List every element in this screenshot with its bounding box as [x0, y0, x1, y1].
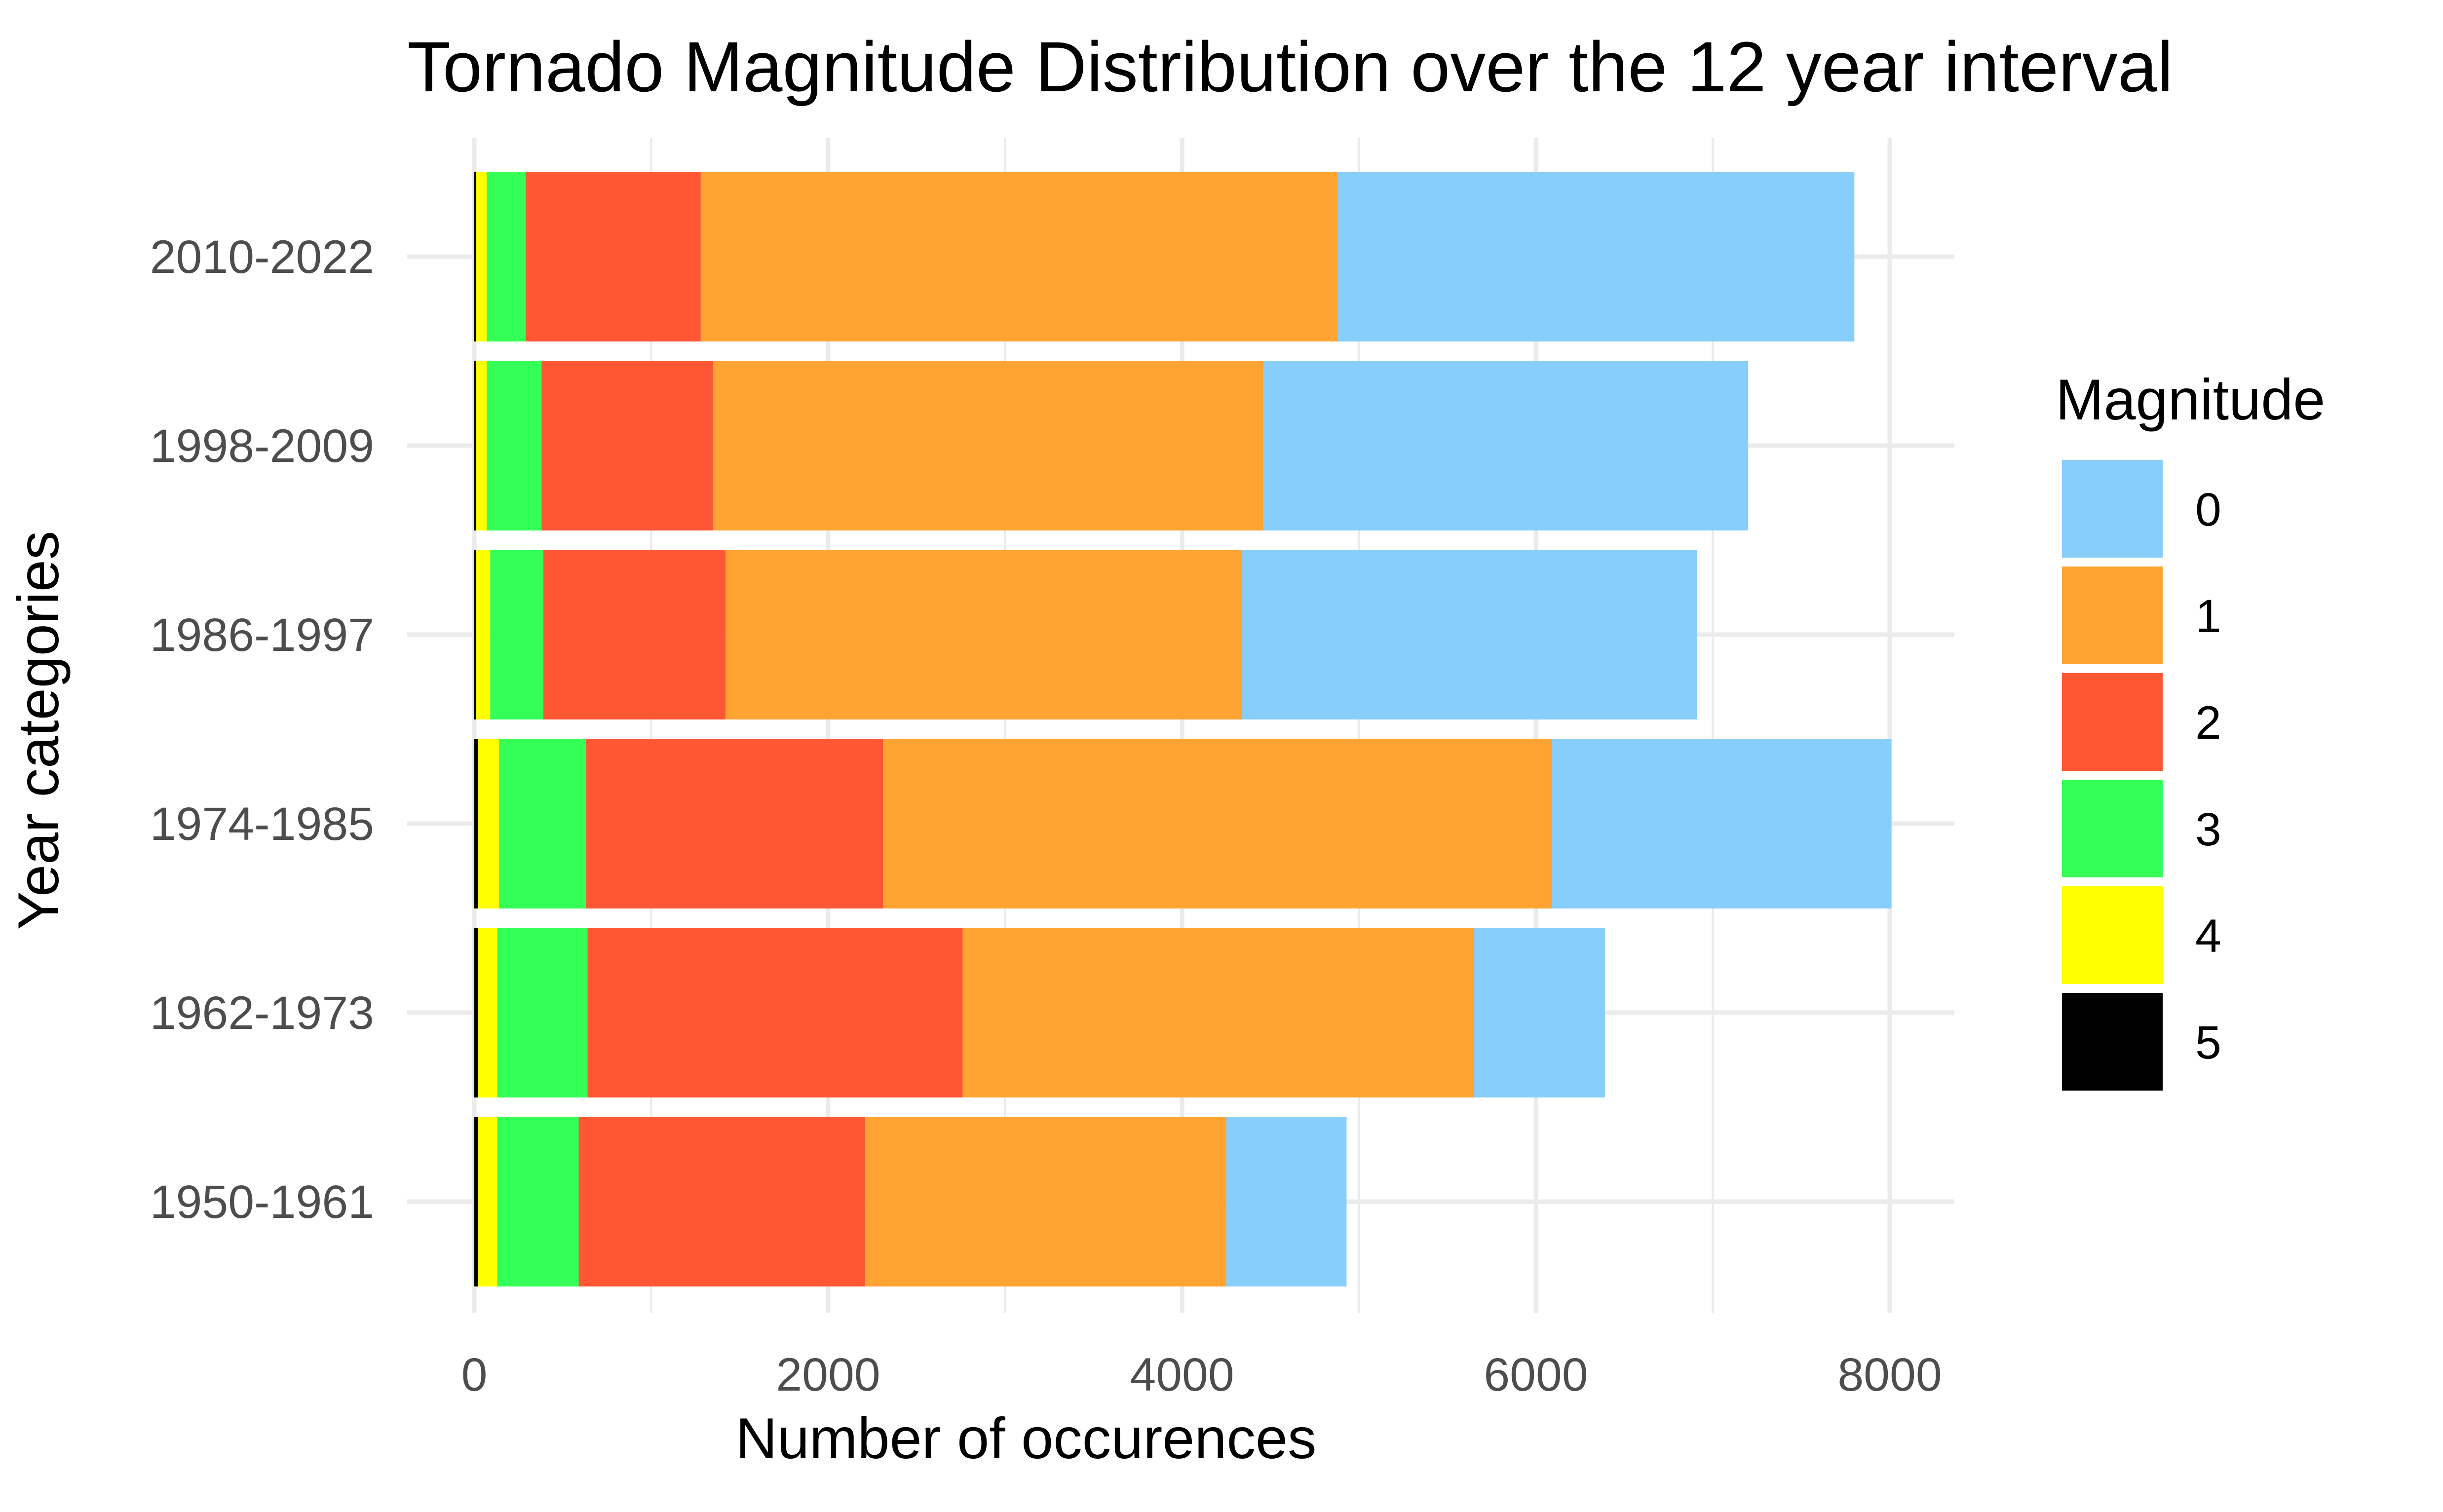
bar-segment-1950-1961-mag-3: [497, 1117, 579, 1286]
x-tick-label: 0: [461, 1349, 488, 1401]
x-tick-label: 6000: [1484, 1349, 1588, 1401]
legend-key-2: [2062, 673, 2163, 771]
bar-segment-1950-1961-mag-1: [865, 1117, 1226, 1286]
bar-segment-2010-2022-mag-1: [700, 172, 1338, 341]
legend-label-0: 0: [2195, 484, 2221, 536]
y-axis-ticks: 1950-1961 1962-1973 1974-1985 1986-1997 1998…: [150, 231, 374, 1228]
bar-segment-1974-1985-mag-3: [499, 739, 586, 908]
bar-segment-1986-1997-mag-0: [1242, 550, 1697, 719]
y-tick-label: 2010-2022: [150, 231, 374, 283]
bar-segment-1974-1985-mag-0: [1552, 739, 1892, 908]
bar-segment-1998-2009-mag-1: [713, 361, 1263, 530]
legend-key-4: [2062, 886, 2163, 984]
chart-title: Tornado Magnitude Distribution over the …: [407, 27, 2173, 107]
legend-label-3: 3: [2195, 803, 2221, 856]
legend: Magnitude 0 1 2 3 4 5: [2056, 367, 2325, 1091]
x-axis-ticks: 0 2000 4000 6000 8000: [461, 1349, 1942, 1401]
bar-segment-1962-1973-mag-3: [497, 928, 588, 1097]
y-tick-label: 1962-1973: [150, 987, 374, 1039]
x-tick-label: 8000: [1837, 1349, 1942, 1401]
bar-segment-1950-1961-mag-5: [474, 1117, 478, 1286]
bar-segment-1986-1997-mag-3: [490, 550, 543, 719]
legend-label-2: 2: [2195, 697, 2221, 749]
bar-segment-1974-1985-mag-4: [478, 739, 499, 908]
legend-key-5: [2062, 993, 2163, 1091]
y-tick-label: 1998-2009: [150, 420, 374, 472]
bar-segment-1950-1961-mag-4: [478, 1117, 497, 1286]
y-axis-title: Year categories: [6, 531, 71, 930]
bar-segment-2010-2022-mag-3: [487, 172, 526, 341]
y-tick-label: 1986-1997: [150, 609, 374, 661]
bar-segment-1974-1985-mag-1: [883, 739, 1552, 908]
legend-key-0: [2062, 460, 2163, 558]
bar-segment-1962-1973-mag-0: [1474, 928, 1605, 1097]
bars: [474, 172, 1892, 1286]
legend-title: Magnitude: [2056, 367, 2325, 432]
bar-segment-1962-1973-mag-4: [478, 928, 497, 1097]
legend-items: 0 1 2 3 4 5: [2062, 460, 2221, 1091]
bar-segment-1962-1973-mag-1: [962, 928, 1474, 1097]
bar-segment-1974-1985-mag-2: [585, 739, 883, 908]
legend-label-1: 1: [2195, 590, 2221, 643]
bar-segment-2010-2022-mag-5: [474, 172, 476, 341]
bar-segment-1998-2009-mag-2: [541, 361, 713, 530]
bar-segment-1950-1961-mag-2: [578, 1117, 866, 1286]
bar-segment-1986-1997-mag-5: [474, 550, 476, 719]
x-tick-label: 4000: [1130, 1349, 1234, 1401]
bar-segment-1998-2009-mag-5: [474, 361, 476, 530]
legend-key-1: [2062, 567, 2163, 664]
bar-segment-1998-2009-mag-3: [487, 361, 542, 530]
legend-label-5: 5: [2195, 1017, 2221, 1069]
y-tick-label: 1974-1985: [150, 798, 374, 850]
bar-segment-1986-1997-mag-4: [476, 550, 491, 719]
legend-key-3: [2062, 780, 2163, 877]
bar-segment-1986-1997-mag-1: [725, 550, 1242, 719]
bar-segment-1950-1961-mag-0: [1226, 1117, 1347, 1286]
x-axis-title: Number of occurences: [735, 1406, 1316, 1471]
bar-segment-1962-1973-mag-5: [474, 928, 478, 1097]
bar-segment-1974-1985-mag-5: [474, 739, 478, 908]
bar-segment-2010-2022-mag-0: [1337, 172, 1855, 341]
x-tick-label: 2000: [776, 1349, 880, 1401]
y-tick-label: 1950-1961: [150, 1176, 374, 1228]
bar-segment-2010-2022-mag-4: [476, 172, 487, 341]
bar-segment-1998-2009-mag-0: [1263, 361, 1749, 530]
bar-segment-1962-1973-mag-2: [587, 928, 963, 1097]
bar-segment-1986-1997-mag-2: [543, 550, 726, 719]
bar-segment-2010-2022-mag-2: [525, 172, 701, 341]
legend-label-4: 4: [2195, 910, 2221, 962]
bar-segment-1998-2009-mag-4: [476, 361, 487, 530]
